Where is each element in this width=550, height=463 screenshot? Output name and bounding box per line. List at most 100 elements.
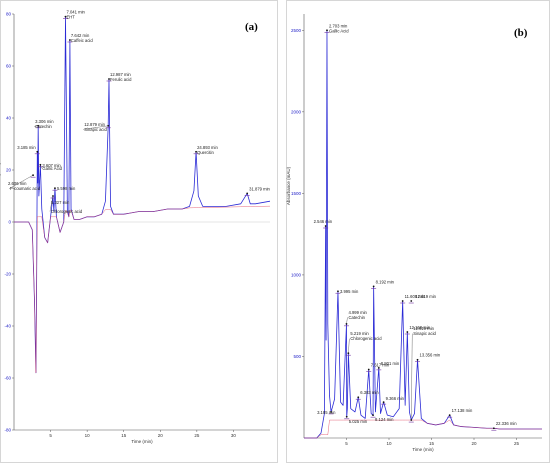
peak-rt-label: 2.703 min: [329, 23, 348, 28]
peak-marker: [337, 290, 339, 293]
peak-compound-label: P-coumaric acid: [10, 186, 41, 191]
peak-rt-label: 3.185 min: [17, 145, 36, 150]
peak-marker: [377, 366, 380, 369]
peak-rt-label: 2.606 min: [8, 181, 27, 186]
peak-marker: [448, 414, 451, 417]
y-axis-label: Absorbance (mAU): [286, 166, 291, 205]
peak-rt-label: 13.356 min: [420, 353, 441, 358]
peak-rt-label: 24.893 min: [197, 145, 218, 150]
peak-leader-line: [83, 125, 109, 130]
peak-rt-label: 5.598 min: [57, 186, 76, 191]
peak-rt-label: 5.025 min: [349, 419, 368, 424]
y-tick-label: 1500: [291, 191, 302, 196]
peak-marker: [357, 396, 360, 399]
peak-marker: [492, 427, 495, 430]
peak-rt-label: 12.158 min: [409, 325, 430, 330]
integration-baseline: [304, 419, 542, 439]
peak-compound-label: Sinapic acid: [84, 127, 107, 132]
chart-b-border: [286, 0, 550, 463]
peak-compound-label: Caffeic acid: [71, 38, 93, 43]
peak-rt-label: 3.607 min: [42, 163, 61, 168]
x-tick-label: 30: [231, 433, 237, 438]
peak-rt-label: 12.619 min: [415, 294, 436, 299]
y-tick-label: -40: [4, 324, 11, 329]
x-tick-label: 5: [49, 433, 52, 438]
peak-marker: [372, 414, 374, 417]
x-axis-label: Time (min): [412, 447, 434, 452]
x-tick-label: 25: [514, 441, 520, 446]
peak-marker: [410, 300, 413, 302]
peak-marker: [372, 285, 375, 288]
peak-compound-label: Ferulic acid: [110, 77, 132, 82]
x-tick-label: 10: [85, 433, 91, 438]
peak-compound-label: EHT: [66, 15, 75, 20]
peak-compound-label: Gallic Acid: [42, 166, 62, 171]
peak-rt-label: 22.336 min: [496, 421, 517, 426]
chromatogram-panel-a: (a) -80 -60 -40 -20 0 20 40 60 80 5 10 15 20 25 30 Time…: [0, 0, 278, 463]
peak-leader-line: [326, 30, 329, 31]
peak-rt-label: 17.138 min: [452, 408, 473, 413]
peak-marker: [326, 29, 328, 32]
y-tick-label: -60: [4, 376, 11, 381]
x-tick-label: 15: [429, 441, 435, 446]
peak-rt-label: 8.801 min: [381, 361, 400, 366]
y-tick-label: 40: [6, 116, 12, 121]
peak-leader-line: [8, 175, 34, 189]
peak-marker: [406, 331, 409, 333]
x-axis-label: Time (min): [131, 439, 153, 444]
peak-rt-label: 5.219 min: [350, 331, 369, 336]
chart-a-border: [0, 0, 278, 463]
peak-marker: [330, 411, 332, 413]
peak-marker: [367, 368, 370, 371]
peak-leader-line: [49, 195, 54, 212]
peak-leader-line: [411, 333, 413, 421]
peak-rt-label: 9.366 min: [386, 396, 405, 401]
chromatogram-panel-b: (b) 500 1000 1500 2000 2500 5 10 15 20 25 Time (mi…: [286, 0, 550, 463]
peak-compound-label: Sinapic acid: [413, 331, 436, 336]
peak-compound-label: Chlorogenic acid: [350, 336, 382, 341]
y-tick-label: 2000: [291, 109, 302, 114]
peak-marker: [401, 300, 404, 302]
y-tick-label: 0: [8, 220, 11, 225]
peak-marker: [382, 401, 385, 404]
peak-marker: [416, 358, 419, 361]
x-tick-label: 15: [121, 433, 127, 438]
peak-rt-label: 11.608 min: [405, 294, 426, 299]
peak-leader-line: [34, 125, 39, 127]
integration-baseline: [14, 205, 271, 373]
peak-rt-label: 3.185 min: [317, 410, 336, 415]
peak-rt-label: 7.041 min: [66, 10, 85, 15]
y-tick-label: 20: [6, 168, 12, 173]
y-tick-label: 80: [6, 12, 12, 17]
peak-leader-line: [348, 338, 350, 354]
peak-marker: [324, 225, 327, 227]
x-tick-label: 25: [194, 433, 200, 438]
peak-rt-label: 12.987 min: [110, 72, 131, 77]
y-tick-label: 1000: [291, 272, 302, 277]
y-tick-label: -80: [4, 428, 11, 433]
peak-marker: [347, 352, 350, 355]
peak-rt-label: 8.124 min: [375, 417, 394, 422]
peak-rt-label: 5.327 min: [51, 200, 70, 205]
peak-marker: [36, 150, 39, 153]
peak-compound-label: Gallic Acid: [329, 28, 349, 33]
peak-rt-label: 2.546 min: [314, 219, 333, 224]
peak-rt-label: 7.617 min: [371, 363, 390, 368]
peak-rt-label: 12.879 min: [84, 122, 105, 127]
panel-b-label: (b): [514, 27, 528, 39]
peak-leader-line: [346, 317, 348, 324]
panel-a-label: (a): [245, 21, 258, 33]
peak-compound-label: Catechin: [35, 124, 52, 129]
y-axis-label: Absorbance (mAU): [0, 162, 1, 201]
peak-marker: [345, 415, 348, 418]
peak-compound-label: Catechin: [348, 315, 365, 320]
y-tick-label: 500: [293, 354, 301, 359]
x-tick-label: 20: [158, 433, 164, 438]
peak-rt-label: 3.995 min: [340, 289, 359, 294]
peak-rt-label: 3.306 min: [35, 119, 54, 124]
x-tick-label: 20: [471, 441, 477, 446]
x-tick-label: 10: [386, 441, 392, 446]
peak-rt-label: 31.879 min: [249, 186, 270, 191]
peak-rt-label: 4.999 min: [348, 310, 367, 315]
peak-rt-label: 8.192 min: [376, 279, 395, 284]
